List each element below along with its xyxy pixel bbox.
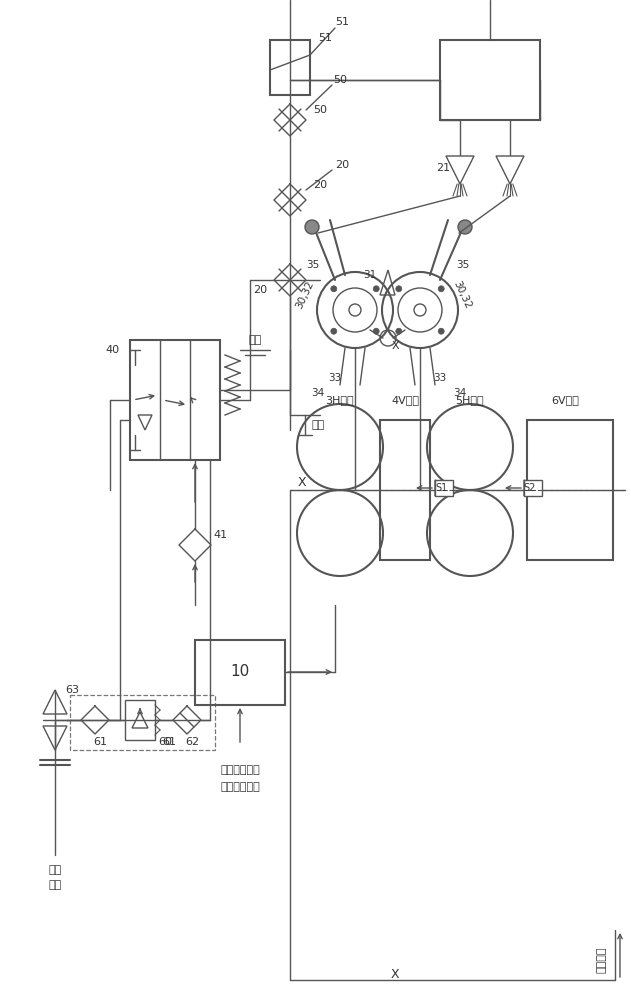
Bar [435, 480, 453, 496]
Text: 30,32: 30,32 [294, 279, 316, 311]
Text: 3H轧机: 3H轧机 [326, 395, 355, 405]
Text: 20: 20 [313, 180, 327, 190]
Text: X: X [391, 341, 399, 351]
Text: 30,32: 30,32 [451, 279, 473, 311]
Bar [527, 420, 613, 560]
Bar [380, 420, 430, 560]
Circle shape [458, 220, 472, 234]
Text: 轧机后续装置: 轧机后续装置 [220, 765, 260, 775]
Circle shape [373, 286, 379, 292]
Text: 63: 63 [65, 685, 79, 695]
Circle shape [438, 328, 444, 334]
Circle shape [373, 328, 379, 334]
Circle shape [305, 220, 319, 234]
Circle shape [396, 286, 402, 292]
Circle shape [396, 328, 402, 334]
Text: X: X [298, 477, 306, 489]
Polygon shape [435, 480, 453, 496]
Text: S2: S2 [524, 483, 536, 493]
Text: 供水: 供水 [249, 335, 262, 345]
Circle shape [331, 286, 337, 292]
Text: 6V轧机: 6V轧机 [551, 395, 579, 405]
Text: 35: 35 [307, 260, 320, 270]
Text: 供水: 供水 [312, 420, 325, 430]
Text: 51: 51 [335, 17, 349, 27]
Text: 60: 60 [158, 737, 172, 747]
Text: 的监测传感器: 的监测传感器 [220, 782, 260, 792]
Text: 34: 34 [311, 388, 324, 398]
Polygon shape [524, 480, 542, 496]
Text: 61: 61 [93, 737, 107, 747]
Bar [270, 40, 310, 95]
Text: 50: 50 [333, 75, 347, 85]
Text: 61: 61 [162, 737, 176, 747]
Bar [440, 40, 540, 120]
Text: 21: 21 [436, 163, 450, 173]
Text: 20: 20 [335, 160, 349, 170]
Text: 10: 10 [230, 664, 250, 680]
Text: 33: 33 [433, 373, 447, 383]
Bar [130, 340, 220, 460]
Circle shape [438, 286, 444, 292]
Text: 轧制方向: 轧制方向 [597, 947, 607, 973]
Text: X: X [391, 968, 399, 982]
Text: 5H轧机: 5H轧机 [456, 395, 485, 405]
Bar [195, 640, 285, 705]
Text: 34: 34 [454, 388, 467, 398]
Circle shape [331, 328, 337, 334]
Text: 41: 41 [213, 530, 227, 540]
Text: 4V轧机: 4V轧机 [391, 395, 419, 405]
Text: 50: 50 [313, 105, 327, 115]
Text: 51: 51 [318, 33, 332, 43]
Text: 40: 40 [105, 345, 119, 355]
Text: 33: 33 [328, 373, 341, 383]
Text: 31: 31 [363, 270, 377, 280]
Bar [125, 700, 155, 740]
Text: 气源: 气源 [49, 880, 62, 890]
Text: 20: 20 [253, 285, 267, 295]
Text: 35: 35 [456, 260, 469, 270]
Bar [524, 480, 542, 496]
Text: 压缩: 压缩 [49, 865, 62, 875]
Text: S1: S1 [435, 483, 447, 493]
Text: 62: 62 [185, 737, 199, 747]
Bar [70, 695, 215, 750]
